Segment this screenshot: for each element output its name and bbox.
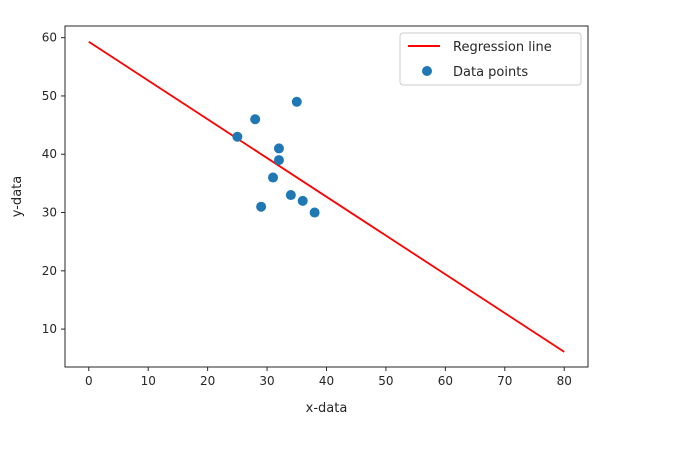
data-point (285, 190, 296, 201)
y-axis-label: y-data (10, 176, 25, 217)
y-tick-label: 30 (42, 206, 57, 220)
data-point (291, 96, 302, 107)
data-point (273, 143, 284, 154)
legend-label-data-points: Data points (453, 65, 528, 80)
x-tick-label: 10 (141, 374, 156, 388)
data-point (297, 195, 308, 206)
x-tick-label: 60 (438, 374, 453, 388)
x-tick-label: 50 (378, 374, 393, 388)
x-tick-label: 80 (557, 374, 572, 388)
data-point (273, 155, 284, 166)
y-tick-label: 60 (42, 31, 57, 45)
data-point (309, 207, 320, 218)
data-point (256, 201, 267, 212)
data-point (250, 114, 261, 125)
x-tick-label: 40 (319, 374, 334, 388)
x-axis-ticks: 0 10 20 30 40 50 60 70 80 (85, 367, 572, 388)
y-tick-label: 50 (42, 89, 57, 103)
y-tick-label: 10 (42, 322, 57, 336)
x-tick-label: 20 (200, 374, 215, 388)
regression-line (88, 40, 565, 353)
y-tick-label: 40 (42, 147, 57, 161)
legend-box (399, 32, 582, 86)
y-axis-ticks: 10 20 30 40 50 60 (42, 31, 65, 336)
data-layer (88, 40, 565, 353)
x-tick-label: 0 (85, 374, 93, 388)
data-point (268, 172, 279, 183)
data-point (232, 131, 243, 142)
x-tick-label: 70 (497, 374, 512, 388)
legend-label-regression-line: Regression line (453, 40, 552, 55)
legend: Regression line Data points (399, 32, 582, 86)
x-axis-label: x-data (306, 401, 348, 416)
y-tick-label: 20 (42, 264, 57, 278)
x-tick-label: 30 (259, 374, 274, 388)
legend-swatch-data-points (422, 66, 432, 76)
